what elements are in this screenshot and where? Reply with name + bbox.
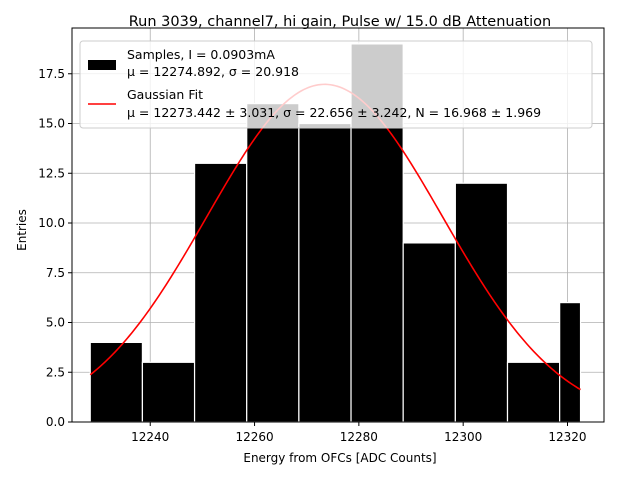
legend-box: [79, 40, 593, 129]
x-tick-label: 12280: [340, 430, 378, 444]
x-tick-label: 12320: [548, 430, 586, 444]
legend-samples-label: Samples, I = 0.0903mA: [127, 47, 275, 62]
legend-fit-stats: μ = 12273.442 ± 3.031, σ = 22.656 ± 3.24…: [127, 105, 541, 120]
histogram-bar: [141, 361, 196, 423]
histogram-bar: [298, 122, 352, 423]
y-tick-label: 0.0: [46, 415, 65, 429]
y-tick-label: 5.0: [46, 316, 65, 330]
y-tick-label: 7.5: [46, 266, 65, 280]
x-axis-label: Energy from OFCs [ADC Counts]: [243, 451, 436, 465]
histogram-bar: [193, 162, 248, 423]
x-tick-label: 12300: [444, 430, 482, 444]
legend-swatch-samples: [88, 60, 116, 70]
histogram-bar: [454, 182, 509, 423]
x-axis-ticks: 12240 12260 12280 12300 12320: [131, 422, 587, 444]
y-tick-label: 2.5: [46, 365, 65, 379]
legend-samples-stats: μ = 12274.892, σ = 20.918: [127, 64, 299, 79]
histogram-bar: [506, 361, 561, 423]
histogram-bar: [246, 103, 300, 423]
y-axis-label: Entries: [15, 209, 29, 251]
legend-fit-label: Gaussian Fit: [127, 87, 203, 102]
y-tick-label: 10.0: [38, 216, 65, 230]
x-tick-label: 12260: [235, 430, 273, 444]
y-tick-label: 17.5: [38, 67, 65, 81]
histogram-bar: [402, 242, 456, 423]
histogram-bars: [89, 43, 582, 423]
x-tick-label: 12240: [131, 430, 169, 444]
chart-title: Run 3039, channel7, hi gain, Pulse w/ 15…: [129, 14, 552, 30]
y-tick-label: 15.0: [38, 117, 65, 131]
y-axis-ticks: 0.0 2.5 5.0 7.5 10.0 12.5 15.0 17.5: [38, 67, 72, 429]
legend: Samples, I = 0.0903mA μ = 12274.892, σ =…: [79, 40, 593, 129]
histogram-bar: [89, 341, 144, 423]
y-tick-label: 12.5: [38, 166, 65, 180]
plot-frame: [71, 27, 605, 423]
histogram-bar: [559, 302, 582, 423]
